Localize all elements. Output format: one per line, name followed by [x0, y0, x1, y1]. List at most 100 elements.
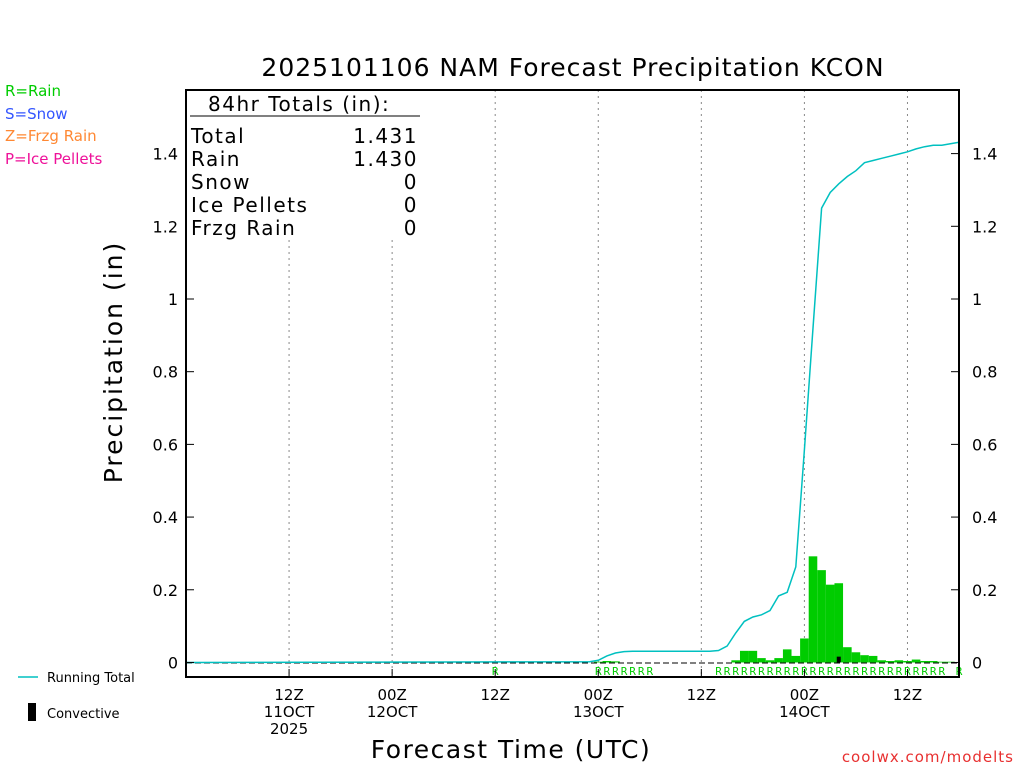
precip-type-code: R [939, 665, 946, 678]
convective-legend-label: Convective [47, 707, 120, 722]
y-tick-label-left: 0 [168, 653, 178, 672]
running-total-line [185, 141, 960, 664]
rain-bar [757, 658, 766, 663]
y-tick-label-left: 0.8 [153, 363, 178, 382]
y-tick-label-right: 1.2 [972, 217, 997, 236]
legend-rain: R=Rain [5, 82, 61, 100]
precip-type-code: R [750, 665, 757, 678]
y-axis-ticks: 0 00.2 0.20.4 0.40.6 0.60.8 0.81 11.2 1.21.4 1.4 [153, 145, 998, 673]
precip-type-code: R [896, 665, 903, 678]
y-tick-label-left: 1.2 [153, 217, 178, 236]
legend-ice-pellets: P=Ice Pellets [5, 150, 102, 168]
totals-row-label: Rain [191, 147, 241, 171]
totals-row-value: 0 [404, 193, 418, 217]
rain-bar [860, 655, 869, 663]
x-tick-label: 00Z [377, 686, 406, 704]
x-tick-label: 12Z [893, 686, 922, 704]
y-tick-label-left: 0.2 [153, 581, 178, 600]
rain-bar [748, 650, 758, 663]
rain-bar [843, 647, 852, 663]
x-tick-label: 12Z [687, 686, 716, 704]
y-tick-label-right: 1.4 [972, 145, 997, 164]
precip-type-code: R [775, 665, 782, 678]
rain-bar [611, 661, 620, 663]
rain-bar [903, 661, 912, 663]
convective-bar [836, 656, 841, 663]
y-tick-label-right: 0.2 [972, 581, 997, 600]
precip-type-code: R [612, 665, 619, 678]
totals-row-value: 1.430 [353, 147, 418, 171]
plot-frame [185, 89, 960, 678]
precip-type-code: R [835, 665, 842, 678]
precip-type-code: R [604, 665, 611, 678]
chart-title: 2025101106 NAM Forecast Precipitation KC… [261, 53, 884, 82]
y-tick-label-right: 0.8 [972, 363, 997, 382]
credit-text: coolwx.com/modelts [842, 748, 1014, 766]
x-tick-label: 00Z [584, 686, 613, 704]
precip-type-code: R [887, 665, 894, 678]
precip-type-code: R [853, 665, 860, 678]
rain-bar [602, 661, 612, 663]
rain-bar [877, 660, 886, 663]
y-tick-label-left: 1.4 [153, 145, 178, 164]
rain-bar [920, 661, 929, 663]
x-tick-label: 11OCT [264, 703, 315, 721]
y-tick-label-right: 0 [972, 653, 982, 672]
x-axis-label: Forecast Time (UTC) [371, 735, 651, 764]
precip-type-code: R [792, 665, 799, 678]
y-tick-label-right: 0.4 [972, 508, 997, 527]
precip-type-code: R [724, 665, 731, 678]
rain-bar [868, 655, 878, 663]
totals-heading: 84hr Totals (in): [208, 92, 390, 116]
y-tick-label-right: 1 [972, 290, 982, 309]
x-tick-label: 12Z [274, 686, 303, 704]
totals-row-value: 0 [404, 170, 418, 194]
rain-bar [885, 661, 895, 663]
x-tick-label: 12Z [481, 686, 510, 704]
totals-box: 84hr Totals (in): Total 1.431 Rain 1.430 Sno… [187, 91, 425, 240]
series-legend: Running Total Convective [18, 671, 135, 722]
totals-row-value: 0 [404, 216, 418, 240]
rain-bar [946, 661, 955, 663]
precip-type-code: R [818, 665, 825, 678]
rain-bar [928, 661, 938, 663]
precip-type-code: R [861, 665, 868, 678]
precip-type-code: R [715, 665, 722, 678]
precip-type-code: R [741, 665, 748, 678]
rain-bar [800, 638, 809, 663]
totals-row-value: 1.431 [353, 124, 418, 148]
rain-bar [593, 661, 603, 663]
legend-frzg-rain: Z=Frzg Rain [5, 127, 97, 145]
rain-bar [731, 660, 740, 663]
convective-legend-swatch [28, 703, 36, 721]
y-tick-label-right: 0.6 [972, 435, 997, 454]
totals-row-label: Total [190, 124, 245, 148]
rain-bar [834, 583, 844, 663]
rain-bar [894, 660, 904, 663]
rain-bar [791, 655, 801, 663]
x-tick-label: 12OCT [367, 703, 418, 721]
precip-type-code: R [732, 665, 739, 678]
rain-bar [808, 556, 818, 663]
legend-snow: S=Snow [5, 105, 68, 123]
precip-type-code: R [767, 665, 774, 678]
precip-type-code: R [870, 665, 877, 678]
precip-type-code: R [827, 665, 834, 678]
precip-type-code: R [638, 665, 645, 678]
rain-bar [739, 650, 749, 663]
rain-bar [851, 652, 861, 663]
precip-type-legend: R=Rain S=Snow Z=Frzg Rain P=Ice Pellets [5, 82, 102, 168]
rain-bar [782, 649, 792, 663]
x-tick-label: 13OCT [573, 703, 624, 721]
precip-type-code: R [629, 665, 636, 678]
precip-type-code: R [913, 665, 920, 678]
x-tick-label: 14OCT [779, 703, 830, 721]
rain-bar [825, 584, 835, 663]
precip-type-code: R [844, 665, 851, 678]
precip-type-code: R [921, 665, 928, 678]
rain-bar [774, 658, 783, 663]
precip-type-code: R [758, 665, 765, 678]
rain-bar [817, 570, 826, 663]
